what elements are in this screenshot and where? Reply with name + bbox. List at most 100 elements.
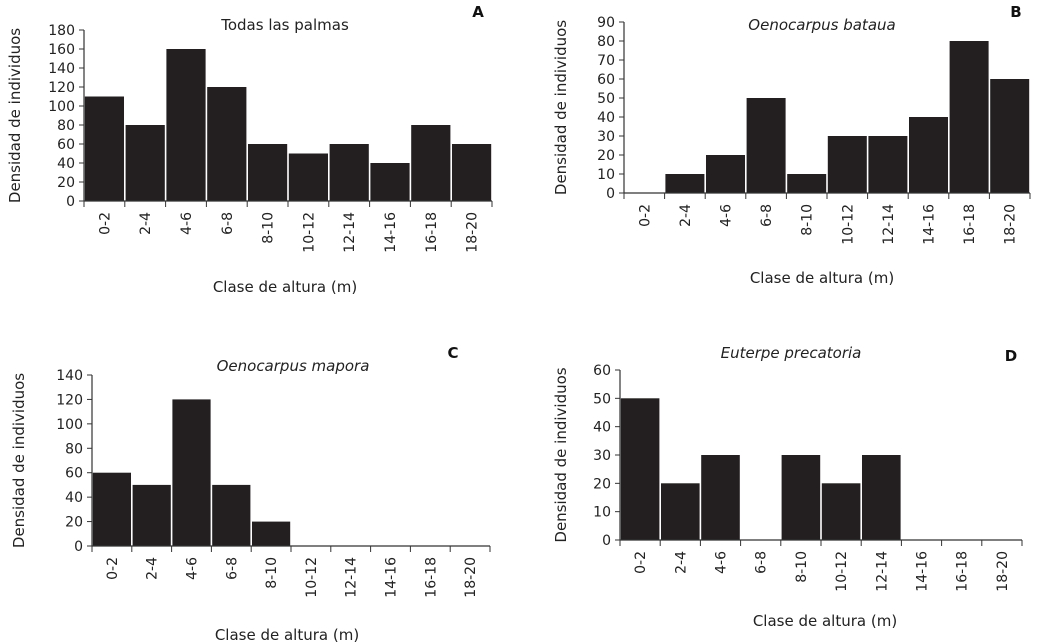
- panel-a-ytick-label-140: 140: [48, 61, 75, 77]
- panel-b-ytick-label-0: 0: [606, 186, 615, 202]
- panel-c-category-label-16-18: 16-18: [423, 557, 439, 598]
- panel-b-category-label-14-16: 14-16: [922, 204, 938, 245]
- panel-c-category-label-4-6: 4-6: [185, 557, 201, 580]
- panel-a-category-label-18-20: 18-20: [465, 212, 481, 253]
- panel-a-bar-8-10: [248, 144, 288, 201]
- panel-c-ytick-label-80: 80: [65, 441, 83, 457]
- panel-a-ylabel: Densidad de individuos: [6, 28, 24, 203]
- panel-c-title: Oenocarpus mapora: [217, 357, 370, 375]
- panel-b-xlabel: Clase de altura (m): [750, 269, 894, 287]
- panel-c-bar-0-2: [92, 472, 131, 546]
- panel-b-category-label-16-18: 16-18: [962, 204, 978, 245]
- panel-c-bar-2-4: [132, 484, 171, 546]
- panel-a-category-label-8-10: 8-10: [261, 212, 277, 244]
- panel-b-bar-4-6: [706, 155, 745, 193]
- panel-b-bar-12-14: [868, 136, 908, 193]
- panel-a-category-label-14-16: 14-16: [383, 212, 399, 253]
- panel-b-category-label-8-10: 8-10: [800, 204, 816, 236]
- panel-d-ytick-label-40: 40: [593, 420, 611, 436]
- panel-a-ytick-label-120: 120: [48, 80, 75, 96]
- panel-d-bar-4-6: [701, 455, 740, 540]
- panel-b-bar-16-18: [949, 41, 989, 193]
- panel-d-ytick-label-10: 10: [593, 505, 611, 521]
- panel-c-category-label-18-20: 18-20: [463, 557, 479, 598]
- panel-c-category-label-0-2: 0-2: [105, 557, 121, 580]
- panel-d-category-label-2-4: 2-4: [673, 551, 689, 574]
- panel-d-category-label-8-10: 8-10: [794, 551, 810, 583]
- panel-d-ytick-label-0: 0: [602, 533, 611, 549]
- panel-b-chart: 0 10 20 30 40 50 60 70 80 90 0-2 2-4 4-6 6-8 8-10 10-12…: [552, 3, 1031, 287]
- panel-c-ytick-label-120: 120: [56, 392, 83, 408]
- panel-d-category-label-14-16: 14-16: [915, 551, 931, 592]
- panel-c-bar-4-6: [172, 399, 211, 546]
- panel-a-letter: A: [472, 3, 484, 21]
- panel-b-ytick-label-70: 70: [597, 53, 615, 69]
- panel-c-category-label-6-8: 6-8: [224, 557, 240, 580]
- panel-a-ytick-label-180: 180: [48, 23, 75, 39]
- panel-b-ytick-label-90: 90: [597, 15, 615, 31]
- panel-d-category-label-0-2: 0-2: [633, 551, 649, 574]
- panel-b-category-label-0-2: 0-2: [637, 204, 653, 227]
- panel-c-xlabel: Clase de altura (m): [215, 626, 359, 644]
- panel-a-ytick-label-0: 0: [66, 194, 75, 210]
- panel-a-bar-16-18: [411, 125, 451, 201]
- panel-a-bar-4-6: [166, 49, 206, 201]
- panel-c-category-label-8-10: 8-10: [264, 557, 280, 589]
- panel-a-ytick-label-60: 60: [57, 137, 75, 153]
- panel-d-bar-0-2: [620, 398, 660, 540]
- panel-b-letter: B: [1010, 3, 1021, 21]
- panel-c-ylabel: Densidad de individuos: [10, 373, 28, 548]
- panel-c-ytick-label-140: 140: [56, 368, 83, 384]
- panel-b-ytick-label-20: 20: [597, 148, 615, 164]
- panel-a-ytick-label-80: 80: [57, 118, 75, 134]
- panel-d-category-label-18-20: 18-20: [995, 551, 1011, 592]
- panel-b-bar-18-20: [990, 79, 1030, 193]
- panel-a-title: Todas las palmas: [220, 16, 349, 34]
- panel-c-bar-6-8: [212, 484, 251, 546]
- panel-b-category-label-18-20: 18-20: [1003, 204, 1019, 245]
- panel-d-category-label-6-8: 6-8: [754, 551, 770, 574]
- panel-b-category-label-2-4: 2-4: [678, 204, 694, 227]
- panel-a-xlabel: Clase de altura (m): [213, 278, 357, 296]
- panel-c-ytick-label-60: 60: [65, 466, 83, 482]
- panel-d-bar-12-14: [862, 455, 901, 540]
- panel-c-letter: C: [447, 344, 458, 362]
- panel-b-bar-8-10: [787, 174, 827, 193]
- panel-b-ytick-label-80: 80: [597, 34, 615, 50]
- panel-d-bar-10-12: [821, 483, 861, 540]
- panel-a-ytick-label-160: 160: [48, 42, 75, 58]
- panel-a-category-label-0-2: 0-2: [97, 212, 113, 235]
- panel-a-bar-0-2: [84, 96, 124, 201]
- panel-b-ytick-label-30: 30: [597, 129, 615, 145]
- panel-a-category-label-12-14: 12-14: [342, 212, 358, 253]
- panel-b-ytick-label-50: 50: [597, 91, 615, 107]
- panel-d-letter: D: [1005, 347, 1017, 365]
- panel-a-category-label-16-18: 16-18: [424, 212, 440, 253]
- panel-b-category-label-6-8: 6-8: [759, 204, 775, 227]
- panel-a-bar-10-12: [288, 153, 328, 201]
- panel-c-ytick-label-20: 20: [65, 515, 83, 531]
- panel-a-category-label-10-12: 10-12: [301, 212, 317, 253]
- panel-d-ytick-label-60: 60: [593, 363, 611, 379]
- panel-c-category-label-14-16: 14-16: [384, 557, 400, 598]
- panel-a-bar-14-16: [370, 163, 410, 201]
- panel-c-ytick-label-100: 100: [56, 417, 83, 433]
- panel-b-category-label-12-14: 12-14: [881, 204, 897, 245]
- panel-d-category-label-10-12: 10-12: [834, 551, 850, 592]
- panel-c-ytick-label-40: 40: [65, 490, 83, 506]
- panel-a-bar-2-4: [125, 125, 165, 201]
- panel-d-title: Euterpe precatoria: [721, 344, 862, 362]
- panel-a-category-label-2-4: 2-4: [138, 212, 154, 235]
- panel-a-bar-12-14: [329, 144, 369, 201]
- panel-b-ytick-label-60: 60: [597, 72, 615, 88]
- panel-a-ytick-label-100: 100: [48, 99, 75, 115]
- panel-b-category-label-10-12: 10-12: [840, 204, 856, 245]
- panel-b-bar-6-8: [746, 98, 786, 193]
- panel-a-chart: 0 20 40 60 80 100 120 140 160 180 0-2 2-4 4-6 6-8 8-10…: [6, 3, 493, 296]
- panel-b-ylabel: Densidad de individuos: [552, 20, 570, 195]
- panel-d-ylabel: Densidad de individuos: [552, 367, 570, 542]
- panel-d-category-label-4-6: 4-6: [714, 551, 730, 574]
- panel-b-ytick-label-10: 10: [597, 167, 615, 183]
- panel-a-bar-6-8: [207, 87, 247, 201]
